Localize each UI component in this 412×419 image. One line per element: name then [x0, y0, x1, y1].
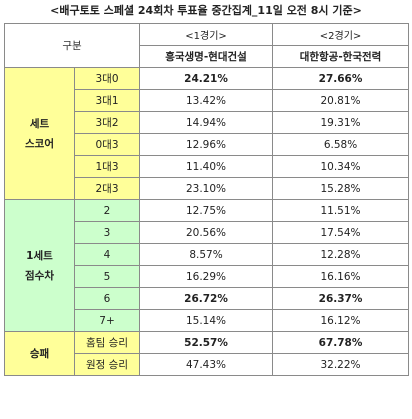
game1-value: 26.72% [139, 287, 274, 310]
header-team1: 흥국생명-현대건설 [139, 45, 274, 68]
table-row: 3 20.56% 17.54% [5, 221, 410, 244]
game2-value: 20.81% [272, 89, 410, 112]
game2-value: 16.16% [272, 265, 410, 288]
row-label: 7+ [73, 309, 141, 332]
table-row: 승패 홈팀 승리 52.57% 67.78% [4, 331, 410, 376]
header-team2: 대한항공-한국전력 [272, 45, 410, 68]
table-row: 5 16.29% 16.16% [5, 265, 410, 288]
category-win-loss: 승패 [4, 331, 75, 376]
table-row: 3대1 13.42% 20.81% [5, 89, 410, 112]
row-label: 1대3 [73, 155, 141, 178]
game1-value: 11.40% [139, 155, 274, 178]
row-label: 6 [73, 287, 141, 310]
category-label-line1: 승패 [29, 347, 50, 360]
row-label: 3 [73, 221, 141, 244]
game1-value: 12.96% [139, 133, 274, 156]
header-row-top: 구분 <1경기> <2경기> [3, 23, 410, 68]
category-label-line1: 1세트 [26, 249, 53, 262]
category-label-line1: 세트 [29, 117, 50, 130]
header-gubun: 구분 [3, 23, 141, 68]
table-row: 7+ 15.14% 16.12% [5, 309, 410, 332]
header-row-bottom: 흥국생명-현대건설 대한항공-한국전력 [5, 45, 410, 68]
game2-value: 26.37% [272, 287, 410, 310]
game1-value: 47.43% [139, 353, 274, 376]
row-label: 4 [73, 243, 141, 266]
game1-value: 14.94% [139, 111, 274, 134]
table-row: 원정 승리 47.43% 32.22% [5, 353, 410, 376]
row-label: 3대0 [73, 67, 141, 90]
game2-value: 27.66% [272, 67, 410, 90]
vote-rate-table: 구분 <1경기> <2경기> 흥국생명-현대건설 대한항공-한국전력 세트 스코… [3, 23, 410, 376]
game1-value: 24.21% [139, 67, 274, 90]
row-label: 2대3 [73, 177, 141, 200]
game2-value: 11.51% [272, 199, 410, 222]
table-row: 세트 스코어 3대0 24.21% 27.66% [4, 67, 410, 200]
page-title: <배구토토 스페셜 24회차 투표율 중간집계_11일 오전 8시 기준> [50, 4, 362, 17]
game2-value: 6.58% [272, 133, 410, 156]
row-label: 원정 승리 [73, 353, 141, 376]
game2-value: 10.34% [272, 155, 410, 178]
table-row: 0대3 12.96% 6.58% [5, 133, 410, 156]
game1-value: 8.57% [139, 243, 274, 266]
game1-value: 13.42% [139, 89, 274, 112]
table-row: 6 26.72% 26.37% [5, 287, 410, 310]
row-label: 홈팀 승리 [73, 331, 141, 354]
game1-value: 52.57% [139, 331, 274, 354]
row-label: 3대2 [73, 111, 141, 134]
row-label: 2 [73, 199, 141, 222]
table-row: 4 8.57% 12.28% [5, 243, 410, 266]
category-label-line2: 점수차 [25, 269, 54, 282]
table-row: 1대3 11.40% 10.34% [5, 155, 410, 178]
game2-value: 12.28% [272, 243, 410, 266]
game1-value: 15.14% [139, 309, 274, 332]
game1-value: 12.75% [139, 199, 274, 222]
table-row: 1세트 점수차 2 12.75% 11.51% [4, 199, 410, 332]
row-label: 0대3 [73, 133, 141, 156]
category-label-line2: 스코어 [25, 137, 54, 150]
game2-value: 67.78% [272, 331, 410, 354]
header-game1: <1경기> [139, 23, 274, 46]
game1-value: 16.29% [139, 265, 274, 288]
header-game2: <2경기> [272, 23, 410, 46]
game2-value: 17.54% [272, 221, 410, 244]
category-first-set-margin: 1세트 점수차 [4, 199, 75, 332]
category-set-score: 세트 스코어 [4, 67, 75, 200]
game1-value: 23.10% [139, 177, 274, 200]
game2-value: 19.31% [272, 111, 410, 134]
game2-value: 15.28% [272, 177, 410, 200]
game1-value: 20.56% [139, 221, 274, 244]
row-label: 5 [73, 265, 141, 288]
game2-value: 16.12% [272, 309, 410, 332]
game2-value: 32.22% [272, 353, 410, 376]
row-label: 3대1 [73, 89, 141, 112]
table-row: 2대3 23.10% 15.28% [5, 177, 410, 200]
